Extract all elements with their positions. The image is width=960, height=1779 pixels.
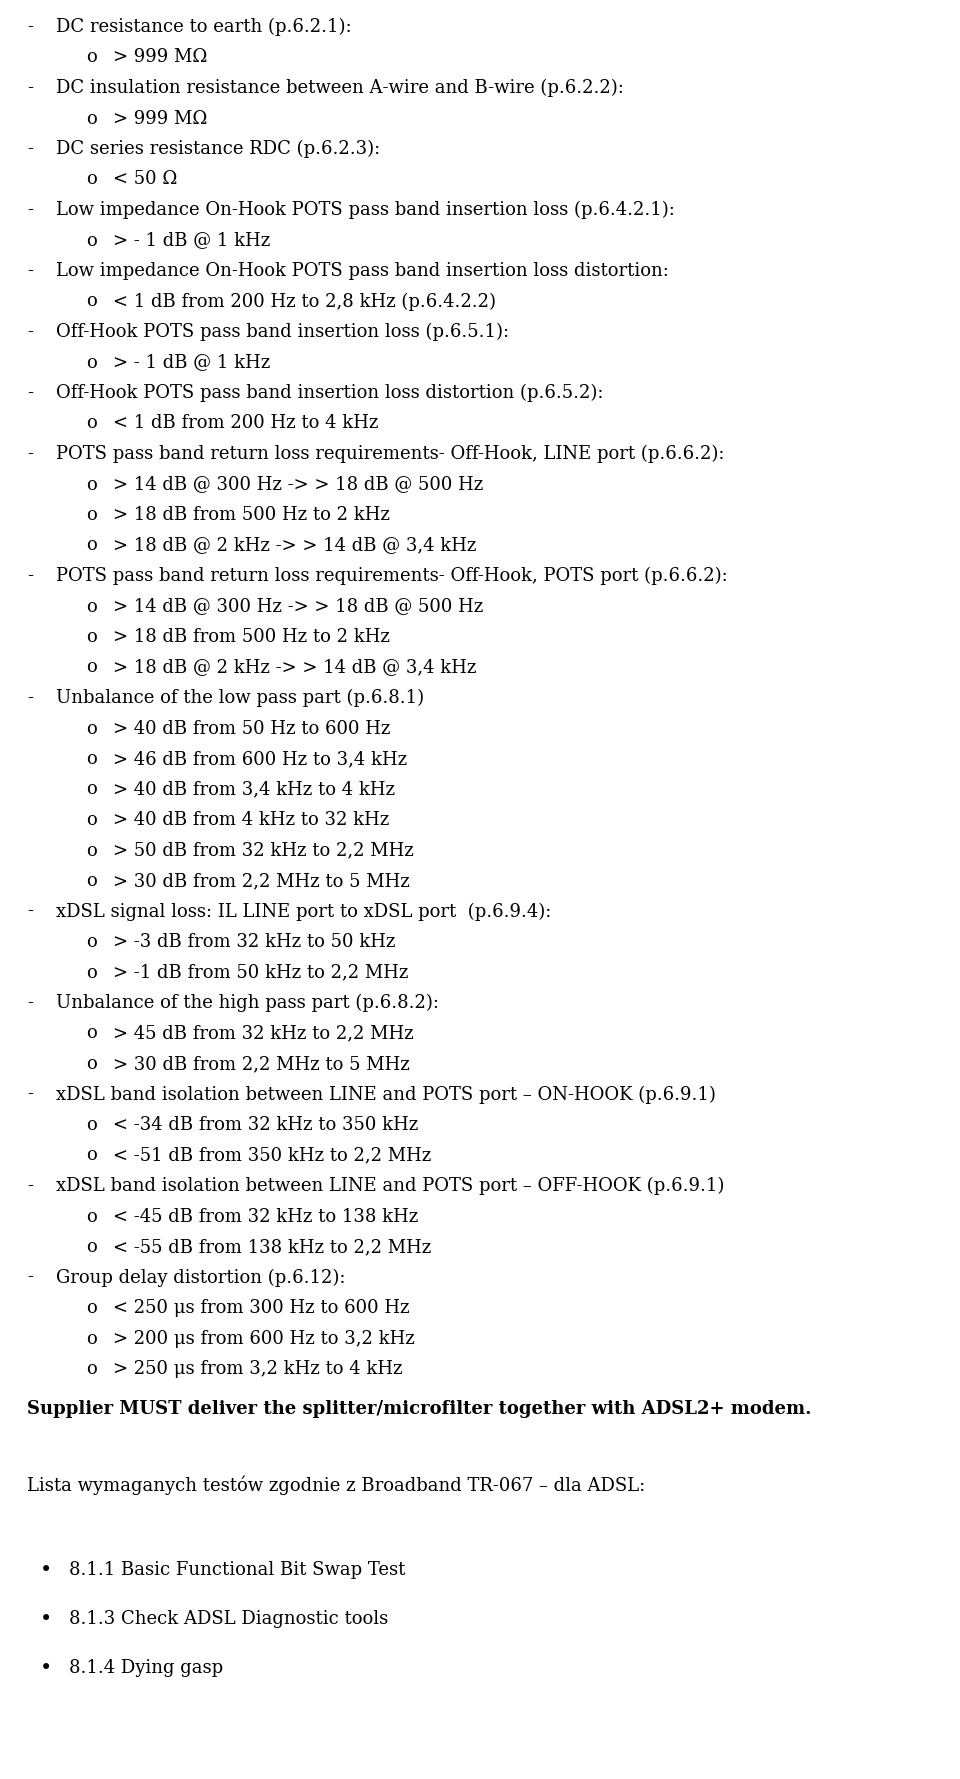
Text: -: - xyxy=(27,1085,33,1103)
Text: -: - xyxy=(27,78,33,98)
Text: 8.1.4 Dying gasp: 8.1.4 Dying gasp xyxy=(69,1658,224,1678)
Text: o: o xyxy=(86,719,97,738)
Text: > 18 dB @ 2 kHz -> > 14 dB @ 3,4 kHz: > 18 dB @ 2 kHz -> > 14 dB @ 3,4 kHz xyxy=(113,537,477,555)
Text: > 18 dB from 500 Hz to 2 kHz: > 18 dB from 500 Hz to 2 kHz xyxy=(113,505,390,525)
Text: o: o xyxy=(86,475,97,493)
Text: > 14 dB @ 300 Hz -> > 18 dB @ 500 Hz: > 14 dB @ 300 Hz -> > 18 dB @ 500 Hz xyxy=(113,598,484,616)
Text: o: o xyxy=(86,872,97,890)
Text: -: - xyxy=(27,994,33,1012)
Text: o: o xyxy=(86,1238,97,1256)
Text: o: o xyxy=(86,1115,97,1133)
Text: > 50 dB from 32 kHz to 2,2 MHz: > 50 dB from 32 kHz to 2,2 MHz xyxy=(113,841,414,859)
Text: > 40 dB from 4 kHz to 32 kHz: > 40 dB from 4 kHz to 32 kHz xyxy=(113,811,390,829)
Text: > 40 dB from 50 Hz to 600 Hz: > 40 dB from 50 Hz to 600 Hz xyxy=(113,719,391,738)
Text: xDSL band isolation between LINE and POTS port – ON-HOOK (p.6.9.1): xDSL band isolation between LINE and POT… xyxy=(56,1085,715,1103)
Text: < -45 dB from 32 kHz to 138 kHz: < -45 dB from 32 kHz to 138 kHz xyxy=(113,1208,419,1226)
Text: o: o xyxy=(86,811,97,829)
Text: o: o xyxy=(86,841,97,859)
Text: < 1 dB from 200 Hz to 4 kHz: < 1 dB from 200 Hz to 4 kHz xyxy=(113,415,378,432)
Text: > 999 MΩ: > 999 MΩ xyxy=(113,110,207,128)
Text: o: o xyxy=(86,964,97,982)
Text: o: o xyxy=(86,1055,97,1073)
Text: -: - xyxy=(27,201,33,219)
Text: o: o xyxy=(86,537,97,555)
Text: > 40 dB from 3,4 kHz to 4 kHz: > 40 dB from 3,4 kHz to 4 kHz xyxy=(113,781,396,799)
Text: o: o xyxy=(86,292,97,311)
Text: o: o xyxy=(86,1025,97,1042)
Text: o: o xyxy=(86,751,97,769)
Text: o: o xyxy=(86,354,97,372)
Text: o: o xyxy=(86,231,97,249)
Text: o: o xyxy=(86,1146,97,1165)
Text: > -3 dB from 32 kHz to 50 kHz: > -3 dB from 32 kHz to 50 kHz xyxy=(113,932,396,952)
Text: POTS pass band return loss requirements- Off-Hook, POTS port (p.6.6.2):: POTS pass band return loss requirements-… xyxy=(56,568,728,585)
Text: Lista wymaganych testów zgodnie z Broadband TR-067 – dla ADSL:: Lista wymaganych testów zgodnie z Broadb… xyxy=(27,1477,645,1496)
Text: o: o xyxy=(86,598,97,616)
Text: -: - xyxy=(27,384,33,402)
Text: -: - xyxy=(27,324,33,342)
Text: > 30 dB from 2,2 MHz to 5 MHz: > 30 dB from 2,2 MHz to 5 MHz xyxy=(113,872,410,890)
Text: > 18 dB from 500 Hz to 2 kHz: > 18 dB from 500 Hz to 2 kHz xyxy=(113,628,390,646)
Text: < 250 μs from 300 Hz to 600 Hz: < 250 μs from 300 Hz to 600 Hz xyxy=(113,1299,410,1316)
Text: < 50 Ω: < 50 Ω xyxy=(113,171,178,189)
Text: Off-Hook POTS pass band insertion loss distortion (p.6.5.2):: Off-Hook POTS pass band insertion loss d… xyxy=(56,384,603,402)
Text: o: o xyxy=(86,171,97,189)
Text: •: • xyxy=(40,1610,52,1630)
Text: DC resistance to earth (p.6.2.1):: DC resistance to earth (p.6.2.1): xyxy=(56,18,351,36)
Text: o: o xyxy=(86,628,97,646)
Text: Supplier MUST deliver the splitter/microfilter together with ADSL2+ modem.: Supplier MUST deliver the splitter/micro… xyxy=(27,1400,811,1418)
Text: o: o xyxy=(86,1208,97,1226)
Text: > 30 dB from 2,2 MHz to 5 MHz: > 30 dB from 2,2 MHz to 5 MHz xyxy=(113,1055,410,1073)
Text: o: o xyxy=(86,781,97,799)
Text: o: o xyxy=(86,1329,97,1347)
Text: < -34 dB from 32 kHz to 350 kHz: < -34 dB from 32 kHz to 350 kHz xyxy=(113,1115,419,1133)
Text: DC insulation resistance between A-wire and B-wire (p.6.2.2):: DC insulation resistance between A-wire … xyxy=(56,78,624,98)
Text: > 45 dB from 32 kHz to 2,2 MHz: > 45 dB from 32 kHz to 2,2 MHz xyxy=(113,1025,414,1042)
Text: o: o xyxy=(86,1299,97,1316)
Text: > 46 dB from 600 Hz to 3,4 kHz: > 46 dB from 600 Hz to 3,4 kHz xyxy=(113,751,407,769)
Text: DC series resistance RDC (p.6.2.3):: DC series resistance RDC (p.6.2.3): xyxy=(56,141,380,158)
Text: > 999 MΩ: > 999 MΩ xyxy=(113,48,207,66)
Text: POTS pass band return loss requirements- Off-Hook, LINE port (p.6.6.2):: POTS pass band return loss requirements-… xyxy=(56,445,724,463)
Text: Unbalance of the low pass part (p.6.8.1): Unbalance of the low pass part (p.6.8.1) xyxy=(56,688,423,708)
Text: 8.1.3 Check ADSL Diagnostic tools: 8.1.3 Check ADSL Diagnostic tools xyxy=(69,1610,389,1628)
Text: -: - xyxy=(27,262,33,279)
Text: < -51 dB from 350 kHz to 2,2 MHz: < -51 dB from 350 kHz to 2,2 MHz xyxy=(113,1146,432,1165)
Text: •: • xyxy=(40,1562,52,1580)
Text: -: - xyxy=(27,902,33,920)
Text: > -1 dB from 50 kHz to 2,2 MHz: > -1 dB from 50 kHz to 2,2 MHz xyxy=(113,964,409,982)
Text: > 18 dB @ 2 kHz -> > 14 dB @ 3,4 kHz: > 18 dB @ 2 kHz -> > 14 dB @ 3,4 kHz xyxy=(113,658,477,676)
Text: o: o xyxy=(86,1359,97,1379)
Text: 8.1.1 Basic Functional Bit Swap Test: 8.1.1 Basic Functional Bit Swap Test xyxy=(69,1562,405,1580)
Text: o: o xyxy=(86,932,97,952)
Text: -: - xyxy=(27,18,33,36)
Text: > - 1 dB @ 1 kHz: > - 1 dB @ 1 kHz xyxy=(113,354,271,372)
Text: Off-Hook POTS pass band insertion loss (p.6.5.1):: Off-Hook POTS pass band insertion loss (… xyxy=(56,324,509,342)
Text: -: - xyxy=(27,568,33,585)
Text: xDSL band isolation between LINE and POTS port – OFF-HOOK (p.6.9.1): xDSL band isolation between LINE and POT… xyxy=(56,1178,724,1195)
Text: -: - xyxy=(27,141,33,158)
Text: •: • xyxy=(40,1658,52,1678)
Text: > 250 μs from 3,2 kHz to 4 kHz: > 250 μs from 3,2 kHz to 4 kHz xyxy=(113,1359,403,1379)
Text: > 200 μs from 600 Hz to 3,2 kHz: > 200 μs from 600 Hz to 3,2 kHz xyxy=(113,1329,415,1347)
Text: o: o xyxy=(86,505,97,525)
Text: Group delay distortion (p.6.12):: Group delay distortion (p.6.12): xyxy=(56,1268,346,1286)
Text: -: - xyxy=(27,445,33,463)
Text: Low impedance On-Hook POTS pass band insertion loss distortion:: Low impedance On-Hook POTS pass band ins… xyxy=(56,262,668,279)
Text: -: - xyxy=(27,688,33,706)
Text: -: - xyxy=(27,1178,33,1195)
Text: xDSL signal loss: IL LINE port to xDSL port  (p.6.9.4):: xDSL signal loss: IL LINE port to xDSL p… xyxy=(56,902,551,922)
Text: > - 1 dB @ 1 kHz: > - 1 dB @ 1 kHz xyxy=(113,231,271,249)
Text: o: o xyxy=(86,48,97,66)
Text: o: o xyxy=(86,658,97,676)
Text: < 1 dB from 200 Hz to 2,8 kHz (p.6.4.2.2): < 1 dB from 200 Hz to 2,8 kHz (p.6.4.2.2… xyxy=(113,292,496,311)
Text: Unbalance of the high pass part (p.6.8.2):: Unbalance of the high pass part (p.6.8.2… xyxy=(56,994,439,1012)
Text: > 14 dB @ 300 Hz -> > 18 dB @ 500 Hz: > 14 dB @ 300 Hz -> > 18 dB @ 500 Hz xyxy=(113,475,484,493)
Text: o: o xyxy=(86,110,97,128)
Text: < -55 dB from 138 kHz to 2,2 MHz: < -55 dB from 138 kHz to 2,2 MHz xyxy=(113,1238,432,1256)
Text: o: o xyxy=(86,415,97,432)
Text: -: - xyxy=(27,1268,33,1286)
Text: Low impedance On-Hook POTS pass band insertion loss (p.6.4.2.1):: Low impedance On-Hook POTS pass band ins… xyxy=(56,201,675,219)
